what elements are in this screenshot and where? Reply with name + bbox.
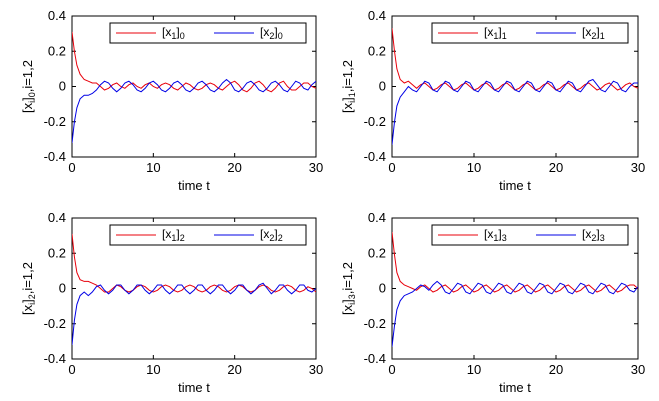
y-tick-label: 0 — [379, 281, 386, 296]
x-axis-label: time t — [178, 178, 210, 193]
x-tick-label: 10 — [146, 160, 160, 175]
legend-label-1: [x1]1 — [484, 25, 507, 41]
y-tick-label: -0.2 — [44, 114, 66, 129]
x-tick-label: 10 — [467, 160, 481, 175]
y-tick-label: 0.4 — [368, 210, 386, 225]
y-tick-label: 0.2 — [368, 43, 386, 58]
x-tick-label: 0 — [68, 362, 75, 377]
y-tick-label: -0.4 — [44, 149, 66, 164]
legend-box — [109, 224, 307, 246]
series-line-2 — [392, 280, 638, 347]
y-tick-label: -0.2 — [44, 316, 66, 331]
x-tick-label: 30 — [631, 160, 645, 175]
x-tick-label: 20 — [227, 362, 241, 377]
legend-label-2: [x2]1 — [582, 25, 605, 41]
legend-label-2: [x2]2 — [260, 227, 283, 243]
svg-text:[xi]1,i=1,2: [xi]1,i=1,2 — [340, 60, 357, 113]
x-tick-label: 10 — [146, 362, 160, 377]
series-line-2 — [72, 78, 316, 143]
y-tick-label: 0.4 — [368, 8, 386, 23]
legend: [x1]3 [x2]3 — [431, 224, 629, 246]
svg-text:[xi]0,i=1,2: [xi]0,i=1,2 — [20, 60, 37, 113]
x-axis-label: time t — [499, 380, 531, 395]
legend-label-1: [x1]3 — [484, 227, 507, 243]
y-tick-label: 0.2 — [48, 43, 66, 58]
legend-box — [109, 22, 307, 44]
legend-label-2: [x2]3 — [582, 227, 605, 243]
x-tick-label: 30 — [309, 362, 323, 377]
x-tick-label: 20 — [227, 160, 241, 175]
x-tick-label: 0 — [68, 160, 75, 175]
y-tick-label: -0.4 — [364, 149, 386, 164]
x-tick-label: 10 — [467, 362, 481, 377]
y-tick-label: -0.4 — [364, 351, 386, 366]
series-line-1 — [392, 28, 638, 91]
series-line-2 — [72, 282, 316, 345]
y-tick-label: -0.2 — [364, 316, 386, 331]
x-tick-label: 0 — [388, 160, 395, 175]
series-line-2 — [392, 78, 638, 145]
series-line-1 — [72, 233, 316, 293]
x-tick-label: 0 — [388, 362, 395, 377]
y-axis-label: [xi]3,i=1,2 — [340, 262, 357, 315]
svg-text:[xi]2,i=1,2: [xi]2,i=1,2 — [20, 262, 37, 315]
x-axis-label: time t — [499, 178, 531, 193]
series-line-1 — [72, 31, 316, 93]
legend: [x1]0 [x2]0 — [109, 22, 307, 44]
legend: [x1]1 [x2]1 — [431, 22, 629, 44]
y-tick-label: 0.2 — [368, 245, 386, 260]
y-tick-label: 0 — [379, 79, 386, 94]
svg-text:[xi]3,i=1,2: [xi]3,i=1,2 — [340, 262, 357, 315]
legend-label-1: [x1]2 — [162, 227, 185, 243]
legend-box — [431, 22, 629, 44]
legend-label-2: [x2]0 — [260, 25, 283, 41]
y-tick-label: 0.4 — [48, 8, 66, 23]
x-tick-label: 30 — [631, 362, 645, 377]
x-axis-label: time t — [178, 380, 210, 395]
y-axis-label: [xi]2,i=1,2 — [20, 262, 37, 315]
legend-label-1: [x1]0 — [162, 25, 185, 41]
y-tick-label: 0 — [59, 281, 66, 296]
y-tick-label: 0 — [59, 79, 66, 94]
x-tick-label: 20 — [549, 160, 563, 175]
y-tick-label: -0.2 — [364, 114, 386, 129]
x-tick-label: 30 — [309, 160, 323, 175]
legend-box — [431, 224, 629, 246]
y-tick-label: -0.4 — [44, 351, 66, 366]
y-axis-label: [xi]1,i=1,2 — [340, 60, 357, 113]
legend: [x1]2 [x2]2 — [109, 224, 307, 246]
x-tick-label: 20 — [549, 362, 563, 377]
y-tick-label: 0.4 — [48, 210, 66, 225]
y-axis-label: [xi]0,i=1,2 — [20, 60, 37, 113]
y-tick-label: 0.2 — [48, 245, 66, 260]
